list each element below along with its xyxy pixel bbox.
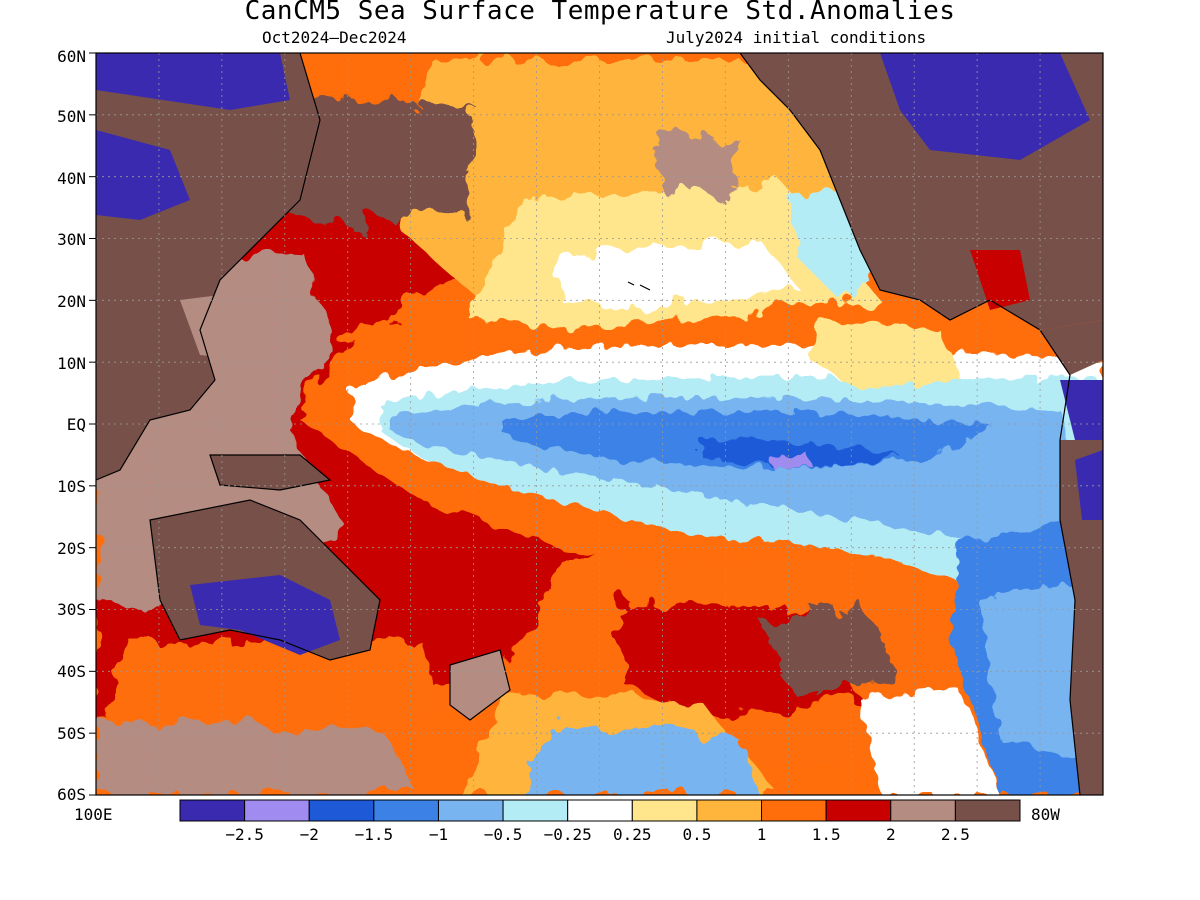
lon-label-left: 100E bbox=[74, 805, 113, 824]
lat-label-30s: 30S bbox=[57, 600, 86, 619]
legend-label: −2 bbox=[300, 825, 319, 844]
axis-ticks bbox=[89, 52, 96, 796]
australia-cold bbox=[190, 575, 340, 655]
legend-swatch bbox=[825, 799, 892, 822]
color-scale-legend: −2.5 −2 −1.5 −1 −0.5 −0.25 0.25 0.5 1 1.5 2 2.5 bbox=[179, 799, 1021, 844]
new-guinea-land bbox=[210, 455, 330, 490]
lat-label-30n: 30N bbox=[57, 230, 86, 249]
colombia-cold bbox=[1060, 380, 1103, 440]
central-america-land bbox=[1040, 320, 1103, 375]
legend-swatch bbox=[890, 799, 956, 822]
legend-swatch bbox=[179, 799, 246, 822]
lat-label-50s: 50S bbox=[57, 724, 86, 743]
canada-cold bbox=[880, 53, 1090, 160]
legend-label: −1.5 bbox=[355, 825, 394, 844]
legend-label: 0.5 bbox=[682, 825, 711, 844]
legend-swatch bbox=[631, 799, 698, 822]
gulf-warm bbox=[970, 250, 1030, 310]
coastlines bbox=[96, 53, 1081, 795]
legend-label: 2 bbox=[886, 825, 896, 844]
map-grid bbox=[96, 53, 1103, 795]
land-masses bbox=[96, 53, 1103, 795]
legend-label: 1 bbox=[757, 825, 767, 844]
legend-swatch bbox=[373, 799, 439, 822]
lat-label-40s: 40S bbox=[57, 662, 86, 681]
lat-label-10s: 10S bbox=[57, 477, 86, 496]
lat-label-60s: 60S bbox=[57, 785, 86, 804]
lat-label-20n: 20N bbox=[57, 292, 86, 311]
new-zealand-land bbox=[450, 650, 510, 720]
legend-label: 1.5 bbox=[812, 825, 841, 844]
legend-label: −2.5 bbox=[225, 825, 264, 844]
philippines-area bbox=[180, 290, 280, 360]
legend-swatch bbox=[244, 799, 310, 822]
forecast-period: Oct2024–Dec2024 bbox=[262, 28, 407, 47]
lat-label-60n: 60N bbox=[57, 47, 86, 66]
cold-tongue bbox=[350, 180, 1103, 795]
legend-swatch bbox=[696, 799, 763, 822]
lat-label-10n: 10N bbox=[57, 354, 86, 373]
legend-label: −1 bbox=[429, 825, 448, 844]
legend-swatch bbox=[954, 799, 1021, 822]
lat-label-20s: 20S bbox=[57, 539, 86, 558]
legend-label: −0.25 bbox=[544, 825, 592, 844]
legend-swatch bbox=[567, 799, 633, 822]
legend-label: −0.5 bbox=[484, 825, 523, 844]
legend-swatch bbox=[502, 799, 569, 822]
legend-swatch bbox=[761, 799, 827, 822]
chart-title: CanCM5 Sea Surface Temperature Std.Anoma… bbox=[244, 0, 956, 26]
legend-swatch bbox=[437, 799, 504, 822]
legend-label: 2.5 bbox=[941, 825, 970, 844]
legend-swatch bbox=[308, 799, 375, 822]
legend-label: 0.25 bbox=[613, 825, 652, 844]
inland-cold-region bbox=[96, 130, 190, 220]
lon-label-right: 80W bbox=[1031, 805, 1060, 824]
siberia-cold bbox=[96, 53, 290, 110]
lat-label-50n: 50N bbox=[57, 107, 86, 126]
initial-conditions: July2024 initial conditions bbox=[666, 28, 927, 47]
peru-cold bbox=[1075, 450, 1103, 520]
lat-label-eq: EQ bbox=[66, 415, 86, 434]
lat-label-40n: 40N bbox=[57, 169, 86, 188]
